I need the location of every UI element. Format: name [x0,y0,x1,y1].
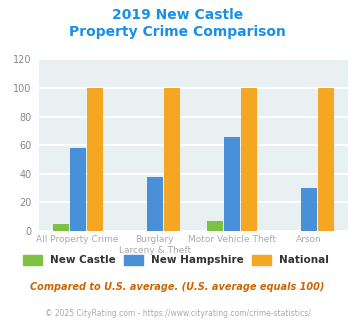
Bar [241,88,257,231]
Bar [318,88,334,231]
Text: Property Crime Comparison: Property Crime Comparison [69,25,286,39]
Bar [147,177,163,231]
Text: 2019 New Castle: 2019 New Castle [112,8,243,22]
Bar [207,221,223,231]
Bar [70,148,86,231]
Bar [224,137,240,231]
Bar [164,88,180,231]
Bar [301,188,317,231]
Text: © 2025 CityRating.com - https://www.cityrating.com/crime-statistics/: © 2025 CityRating.com - https://www.city… [45,309,310,317]
Bar [53,224,69,231]
Legend: New Castle, New Hampshire, National: New Castle, New Hampshire, National [23,255,329,265]
Bar [87,88,103,231]
Text: Compared to U.S. average. (U.S. average equals 100): Compared to U.S. average. (U.S. average … [30,282,325,292]
